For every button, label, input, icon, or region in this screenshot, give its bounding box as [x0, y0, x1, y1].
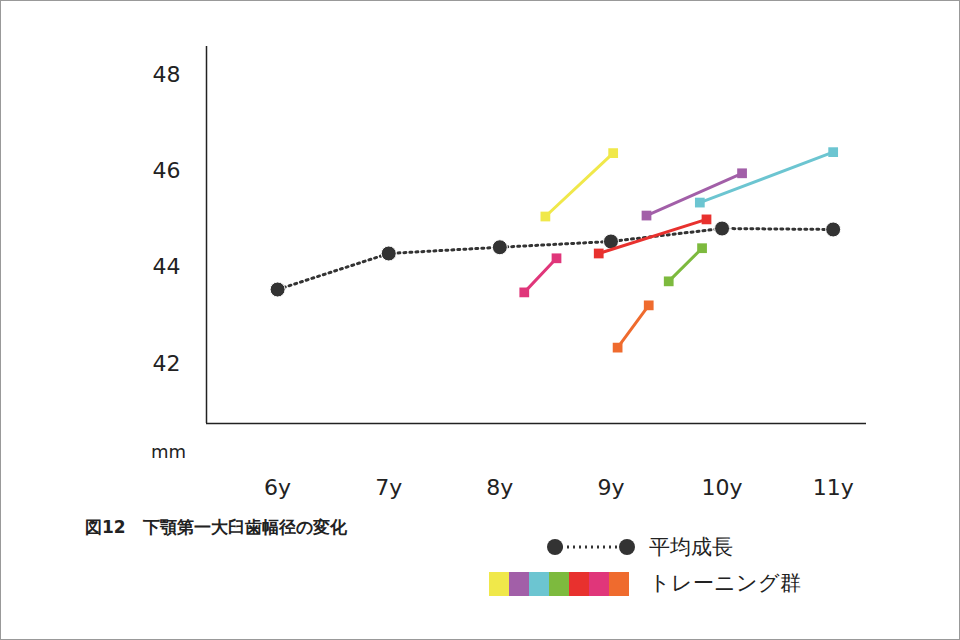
svg-text:44: 44	[153, 254, 181, 279]
html-text:mm: mm	[151, 441, 187, 462]
svg-text:46: 46	[153, 158, 181, 183]
svg-text:42: 42	[153, 351, 181, 376]
svg-text:11y: 11y	[813, 475, 854, 500]
svg-text:8y: 8y	[486, 475, 513, 500]
svg-text:7y: 7y	[375, 475, 402, 500]
html-text:トレーニング群: トレーニング群	[649, 571, 801, 595]
svg-text:9y: 9y	[597, 475, 624, 500]
svg-text:48: 48	[153, 62, 181, 87]
html-text:図12 下顎第一大臼歯幅径の変化: 図12 下顎第一大臼歯幅径の変化	[85, 517, 347, 537]
svg-text:6y: 6y	[264, 475, 291, 500]
svg-text:10y: 10y	[702, 475, 743, 500]
html-text:平均成長: 平均成長	[649, 535, 733, 559]
